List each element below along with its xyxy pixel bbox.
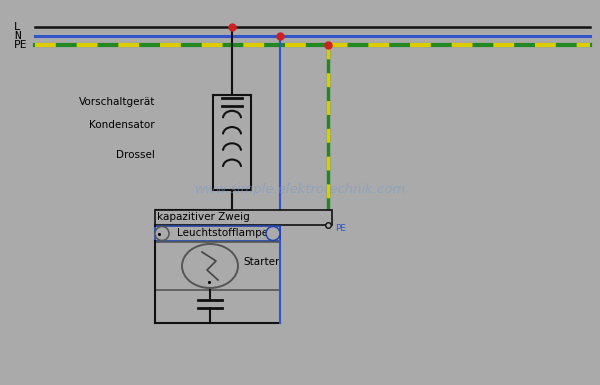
- Text: L: L: [14, 22, 21, 32]
- Bar: [155, 210, 332, 225]
- Text: N: N: [14, 31, 21, 41]
- Text: PE: PE: [14, 40, 28, 50]
- Text: kapazitiver Zweig: kapazitiver Zweig: [157, 213, 250, 223]
- Text: PE: PE: [335, 224, 346, 233]
- Circle shape: [155, 226, 169, 241]
- Ellipse shape: [182, 244, 238, 288]
- Text: Kondensator: Kondensator: [89, 120, 155, 130]
- Bar: [155, 242, 280, 290]
- Text: Vorschaltgerät: Vorschaltgerät: [79, 97, 155, 107]
- Text: www.simple.elektrotechnik.com: www.simple.elektrotechnik.com: [194, 184, 406, 196]
- Bar: [155, 226, 280, 241]
- Bar: [213, 95, 251, 190]
- Text: Drossel: Drossel: [116, 150, 155, 160]
- Text: Leuchtstofflampe: Leuchtstofflampe: [177, 229, 268, 238]
- Circle shape: [266, 226, 280, 241]
- Text: Starter: Starter: [243, 257, 280, 267]
